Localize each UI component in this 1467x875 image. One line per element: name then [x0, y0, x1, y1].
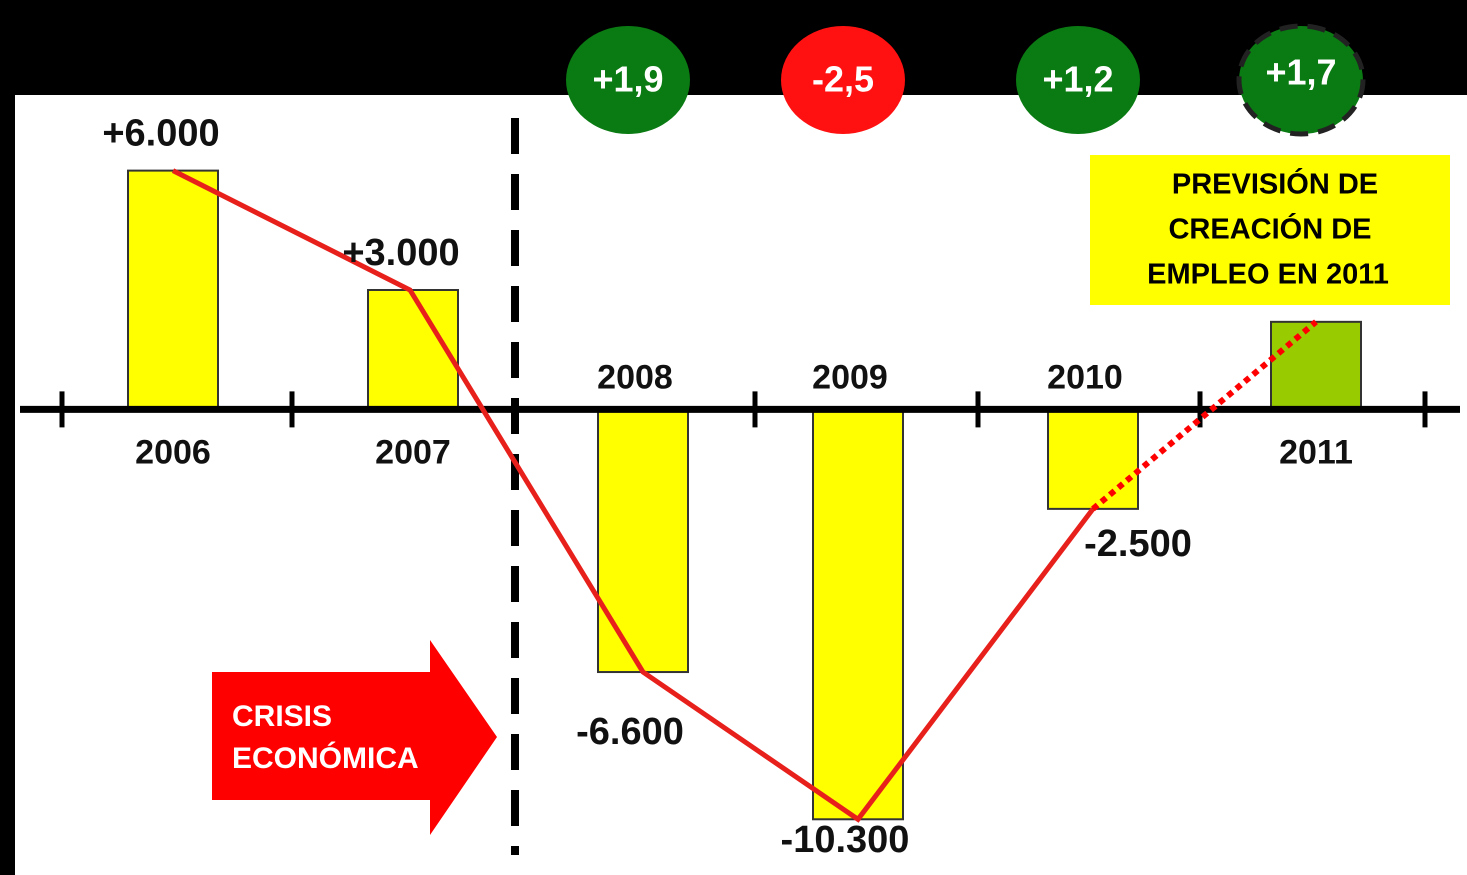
- bar: [597, 408, 689, 674]
- gdp-label: +1,9: [592, 59, 663, 100]
- forecast-box: [1090, 155, 1450, 305]
- gdp-badge: [1236, 23, 1366, 137]
- category-label: 2006: [135, 433, 211, 471]
- crisis-label: ECONÓMICA: [232, 741, 419, 775]
- value-label: +3.000: [342, 232, 459, 274]
- forecast-note: PREVISIÓN DE: [1172, 167, 1378, 201]
- gdp-badge: [781, 26, 905, 134]
- category-label: 2007: [375, 433, 451, 471]
- bar: [812, 408, 904, 821]
- gdp-badge: [1016, 26, 1140, 134]
- crisis-label: CRISIS: [232, 700, 332, 733]
- bar: [1270, 320, 1362, 411]
- trend-line: [171, 168, 1095, 823]
- bar: [127, 169, 219, 411]
- forecast-note: EMPLEO EN 2011: [1147, 259, 1389, 291]
- category-label: 2008: [597, 358, 673, 396]
- value-label: +6.000: [102, 113, 219, 155]
- gdp-label: +1,2: [1042, 59, 1113, 100]
- value-label: -6.600: [576, 711, 684, 753]
- crisis-arrow: [212, 640, 497, 835]
- gdp-label: +1,7: [1265, 52, 1336, 93]
- forecast-line: [1091, 319, 1318, 512]
- category-label: 2011: [1279, 433, 1353, 471]
- gdp-label: -2,5: [812, 59, 874, 100]
- gdp-badge: [566, 26, 690, 134]
- bar: [1047, 408, 1139, 510]
- value-label: -10.300: [781, 819, 910, 861]
- category-label: 2010: [1047, 358, 1123, 396]
- forecast-note: CREACIÓN DE: [1168, 212, 1371, 246]
- value-label: -2.500: [1084, 523, 1192, 565]
- category-label: 2009: [812, 358, 888, 396]
